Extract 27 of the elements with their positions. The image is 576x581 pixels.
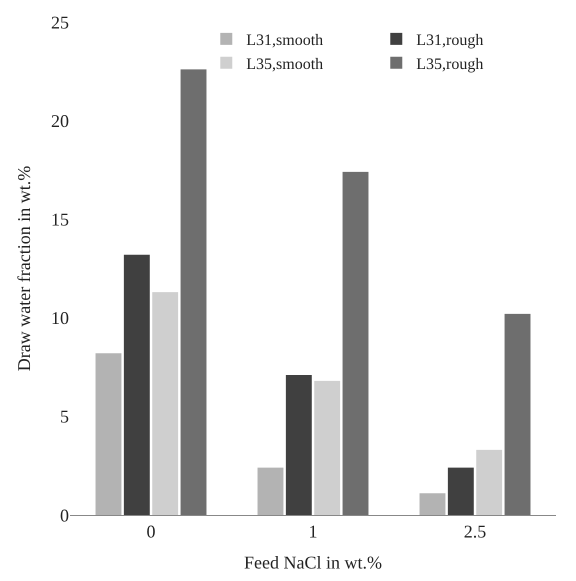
- legend-label: L31,smooth: [246, 32, 324, 50]
- y-tick-label: 20: [51, 110, 69, 131]
- bar: [504, 314, 530, 515]
- bar: [258, 468, 284, 515]
- y-tick-label: 0: [60, 505, 69, 526]
- legend-label: L35,smooth: [246, 56, 324, 73]
- y-axis-title: Draw water fraction in wt.%: [14, 166, 34, 372]
- x-tick-label: 2.5: [464, 522, 486, 542]
- y-tick-label: 5: [60, 406, 69, 427]
- bar: [180, 69, 206, 515]
- x-tick-label: 0: [146, 522, 156, 542]
- legend-label: L31,rough: [416, 32, 484, 50]
- bar: [152, 292, 178, 515]
- bar: [448, 468, 474, 515]
- y-tick-label: 15: [51, 210, 69, 230]
- x-tick-label: 1: [308, 522, 318, 542]
- bar: [476, 450, 502, 515]
- legend-label: L35,rough: [416, 56, 484, 73]
- y-tick-label: 25: [51, 12, 69, 32]
- bar: [342, 172, 368, 515]
- y-tick-label: 10: [51, 308, 69, 328]
- x-axis-title: Feed NaCl in wt.%: [244, 552, 382, 573]
- bar: [420, 493, 446, 515]
- bar: [314, 380, 340, 515]
- bar: [124, 254, 150, 515]
- bar: [286, 374, 312, 515]
- bar: [96, 353, 122, 515]
